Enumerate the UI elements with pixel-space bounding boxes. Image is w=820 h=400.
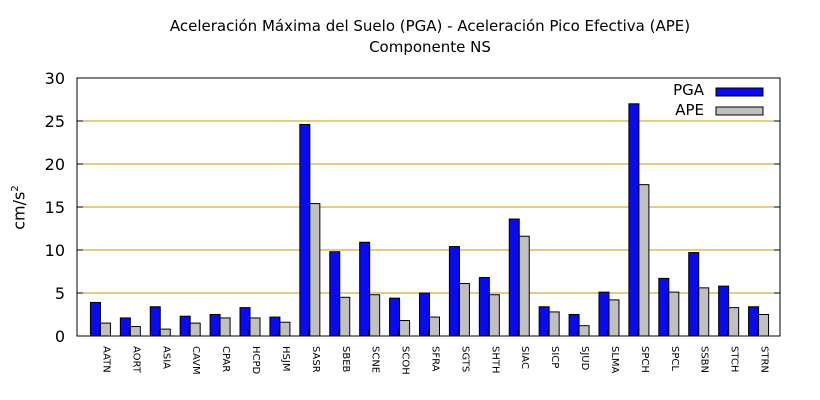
x-tick-label-stch: STCH — [729, 346, 740, 372]
bar-ape-spch — [638, 184, 650, 337]
chart-title: Aceleración Máxima del Suelo (PGA) - Ace… — [169, 17, 691, 35]
x-tick-label-cavm: CAVM — [190, 346, 201, 375]
chart-subtitle: Componente NS — [369, 38, 491, 56]
bar-ape-aatn — [99, 322, 111, 337]
bar-pga-sgts — [448, 246, 460, 337]
legend-swatch-pga — [715, 87, 764, 97]
bar-ape-hcpd — [249, 317, 261, 337]
y-tick-label: 20 — [45, 155, 65, 174]
x-tick-label-sgts: SGTS — [459, 346, 470, 372]
x-tick-label-aatn: AATN — [100, 346, 111, 373]
y-tick-label: 0 — [55, 327, 65, 346]
bar-pga-siac — [508, 218, 520, 337]
legend-label-ape: APE — [675, 101, 704, 119]
x-tick-label-slma: SLMA — [609, 346, 620, 374]
x-tick-label-hcpd: HCPD — [250, 346, 261, 375]
bar-ape-strn — [758, 314, 770, 337]
x-tick-label-shth: SHTH — [489, 346, 500, 374]
x-tick-label-hsjm: HSJM — [280, 346, 291, 371]
bar-ape-sbeb — [339, 296, 351, 337]
bar-ape-stch — [728, 307, 740, 337]
x-tick-label-sicp: SICP — [549, 346, 560, 368]
bar-ape-aort — [129, 326, 141, 337]
y-tick-label: 10 — [45, 241, 65, 260]
bar-ape-sicp — [548, 311, 560, 337]
x-tick-label-scne: SCNE — [370, 346, 381, 373]
y-tick-label: 25 — [45, 112, 65, 131]
x-tick-label-sjud: SJUD — [579, 346, 590, 371]
bar-ape-sjud — [578, 325, 590, 337]
x-tick-label-sfra: SFRA — [430, 346, 441, 372]
x-tick-label-spcl: SPCL — [669, 346, 680, 371]
x-tick-label-aort: AORT — [130, 346, 141, 374]
x-tick-label-siac: SIAC — [519, 346, 530, 369]
bar-ape-siac — [518, 235, 530, 337]
x-tick-label-asia: ASIA — [160, 346, 171, 369]
bar-ape-spcl — [668, 291, 680, 337]
bar-ape-cavm — [189, 322, 201, 337]
legend-label-pga: PGA — [673, 81, 704, 99]
bar-pga-shth — [478, 277, 490, 337]
x-tick-label-spch: SPCH — [639, 346, 650, 373]
legend-swatch-ape — [715, 106, 764, 116]
bar-ape-sfra — [429, 316, 440, 337]
bar-ape-slma — [608, 299, 620, 337]
bar-pga-sfra — [419, 292, 430, 337]
y-tick-label: 15 — [45, 198, 65, 217]
x-tick-label-cpar: CPAR — [220, 346, 231, 372]
x-tick-label-strn: STRN — [759, 346, 770, 373]
bar-ape-shth — [488, 294, 500, 337]
bar-ape-asia — [159, 328, 171, 337]
x-tick-label-sasr: SASR — [310, 346, 321, 373]
bar-ape-ssbn — [698, 287, 710, 337]
bar-pga-sasr — [299, 123, 311, 337]
bar-ape-hsjm — [279, 321, 291, 337]
bar-pga-scne — [359, 241, 371, 337]
y-tick-label: 5 — [55, 284, 65, 303]
y-tick-label: 30 — [45, 69, 65, 88]
bar-ape-scne — [369, 294, 381, 337]
bar-ape-scoh — [399, 320, 411, 337]
bar-ape-cpar — [219, 317, 231, 337]
bar-pga-sbeb — [329, 251, 341, 337]
plot-frame — [76, 77, 781, 337]
x-tick-label-sbeb: SBEB — [340, 346, 351, 373]
bar-pga-spcl — [658, 277, 670, 337]
bar-ape-sasr — [309, 203, 321, 337]
bar-pga-slma — [598, 291, 610, 337]
bar-ape-sgts — [458, 283, 470, 337]
bar-pga-spch — [628, 103, 640, 337]
bar-pga-stch — [718, 285, 730, 337]
x-tick-label-ssbn: SSBN — [699, 346, 710, 373]
bar-pga-ssbn — [688, 252, 700, 337]
x-tick-label-scoh: SCOH — [400, 346, 411, 375]
